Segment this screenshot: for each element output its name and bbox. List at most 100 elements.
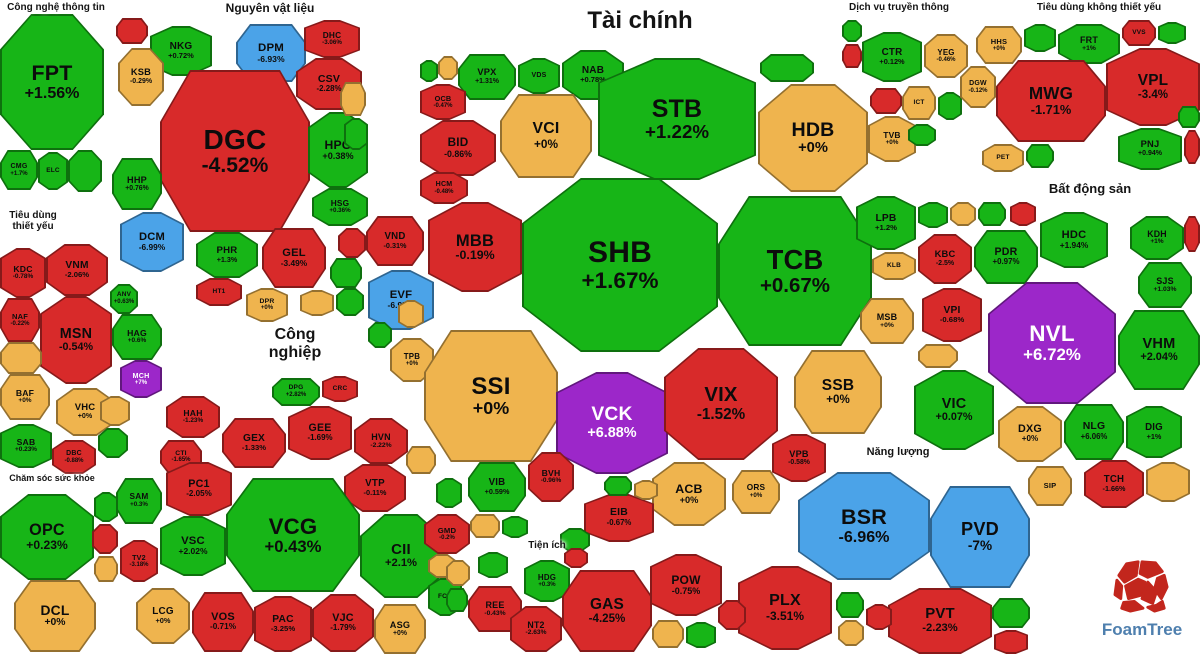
- cell-gex[interactable]: GEX -1.33%: [222, 418, 286, 468]
- cell-minor[interactable]: [98, 428, 128, 458]
- cell-minor[interactable]: [478, 552, 508, 578]
- cell-minor[interactable]: [438, 56, 458, 80]
- cell-minor[interactable]: [0, 342, 42, 374]
- cell-vds[interactable]: VDS: [518, 58, 560, 94]
- cell-minor[interactable]: [300, 290, 334, 316]
- cell-hhp[interactable]: HHP +0.76%: [112, 158, 162, 210]
- cell-minor[interactable]: [842, 44, 862, 68]
- cell-naf[interactable]: NAF -0.22%: [0, 298, 40, 342]
- cell-nt2[interactable]: NT2 -2.63%: [510, 606, 562, 652]
- cell-kbc[interactable]: KBC -2.5%: [918, 234, 972, 284]
- cell-minor[interactable]: [1024, 24, 1056, 52]
- foamtree-logo[interactable]: FoamTree: [1086, 544, 1198, 654]
- cell-vib[interactable]: VIB +0.59%: [468, 462, 526, 512]
- sector-label-dich-vu-truyen-thong[interactable]: Dịch vụ truyền thông: [849, 2, 949, 13]
- sector-label-tieu-dung-khong-thiet-yeu[interactable]: Tiêu dùng không thiết yếu: [1036, 2, 1162, 13]
- cell-nvl[interactable]: NVL +6.72%: [988, 282, 1116, 404]
- cell-vsc[interactable]: VSC +2.02%: [160, 516, 226, 576]
- cell-minor[interactable]: [1146, 462, 1190, 502]
- cell-pet[interactable]: PET: [982, 144, 1024, 172]
- cell-msb[interactable]: MSB +0%: [860, 298, 914, 344]
- cell-vnd[interactable]: VND -0.31%: [366, 216, 424, 266]
- cell-hdb[interactable]: HDB +0%: [758, 84, 868, 192]
- sector-label-cong-nghe-thong-tin[interactable]: Công nghệ thông tin: [7, 2, 105, 13]
- cell-pdr[interactable]: PDR +0.97%: [974, 230, 1038, 284]
- cell-pac[interactable]: PAC -3.25%: [254, 596, 312, 652]
- cell-cii[interactable]: CII +2.1%: [360, 514, 442, 598]
- cell-elc[interactable]: ELC: [38, 152, 68, 190]
- cell-gee[interactable]: GEE -1.69%: [288, 406, 352, 460]
- cell-ht1[interactable]: HT1: [196, 278, 242, 306]
- cell-minor[interactable]: [344, 118, 368, 150]
- sector-label-tien-ich[interactable]: Tiện ích: [528, 540, 566, 551]
- cell-vjc[interactable]: VJC -1.79%: [312, 594, 374, 652]
- cell-minor[interactable]: [978, 202, 1006, 226]
- cell-hdc[interactable]: HDC +1.94%: [1040, 212, 1108, 268]
- sector-label-tieu-dung-thiet-yeu[interactable]: Tiêu dùng thiết yếu: [9, 210, 57, 232]
- cell-minor[interactable]: [336, 288, 364, 316]
- cell-minor[interactable]: [92, 524, 118, 554]
- cell-crc[interactable]: CRC: [322, 376, 358, 402]
- cell-minor[interactable]: [992, 598, 1030, 628]
- cell-minor[interactable]: [718, 600, 746, 630]
- cell-dcl[interactable]: DCL +0%: [14, 580, 96, 652]
- cell-gel[interactable]: GEL -3.49%: [262, 228, 326, 288]
- cell-frt[interactable]: FRT +1%: [1058, 24, 1120, 64]
- cell-yeg[interactable]: YEG -0.46%: [924, 34, 968, 78]
- cell-dcm[interactable]: DCM -6.99%: [120, 212, 184, 272]
- cell-minor[interactable]: [950, 202, 976, 226]
- cell-plx[interactable]: PLX -3.51%: [738, 566, 832, 650]
- cell-minor[interactable]: [838, 620, 864, 646]
- cell-dpg[interactable]: DPG +2.82%: [272, 378, 320, 406]
- cell-vpb[interactable]: VPB -0.58%: [772, 434, 826, 482]
- cell-vpx[interactable]: VPX +1.31%: [458, 54, 516, 100]
- cell-mwg[interactable]: MWG -1.71%: [996, 60, 1106, 142]
- cell-bid[interactable]: BID -0.86%: [420, 120, 496, 176]
- cell-minor[interactable]: [116, 18, 148, 44]
- cell-minor[interactable]: [686, 622, 716, 648]
- cell-tcb[interactable]: TCB +0.67%: [718, 196, 872, 346]
- cell-vtp[interactable]: VTP -0.11%: [344, 464, 406, 512]
- cell-minor[interactable]: [994, 630, 1028, 654]
- cell-gas[interactable]: GAS -4.25%: [562, 570, 652, 652]
- cell-phr[interactable]: PHR +1.3%: [196, 232, 258, 278]
- cell-hhs[interactable]: HHS +0%: [976, 26, 1022, 64]
- cell-asg[interactable]: ASG +0%: [374, 604, 426, 654]
- cell-minor[interactable]: [918, 202, 948, 228]
- cell-minor[interactable]: [420, 60, 438, 82]
- cell-vic[interactable]: VIC +0.07%: [914, 370, 994, 450]
- cell-nlg[interactable]: NLG +6.06%: [1064, 404, 1124, 460]
- cell-minor[interactable]: [406, 446, 436, 474]
- cell-minor[interactable]: [100, 396, 130, 426]
- cell-minor[interactable]: [330, 258, 362, 288]
- cell-hag[interactable]: HAG +0.6%: [112, 314, 162, 360]
- cell-minor[interactable]: [870, 88, 902, 114]
- cell-lpb[interactable]: LPB +1.2%: [856, 196, 916, 250]
- cell-minor[interactable]: [866, 604, 892, 630]
- cell-vck[interactable]: VCK +6.88%: [556, 372, 668, 474]
- cell-vcg[interactable]: VCG +0.43%: [226, 478, 360, 592]
- cell-tv2[interactable]: TV2 -3.18%: [120, 540, 158, 582]
- cell-minor[interactable]: [760, 54, 814, 82]
- cell-hsg[interactable]: HSG +0.36%: [312, 188, 368, 226]
- cell-sab[interactable]: SAB +0.23%: [0, 424, 52, 468]
- cell-vnm[interactable]: VNM -2.06%: [46, 244, 108, 296]
- cell-minor[interactable]: [338, 228, 366, 258]
- cell-minor[interactable]: [1010, 202, 1036, 226]
- cell-dhc[interactable]: DHC -3.06%: [304, 20, 360, 58]
- cell-minor[interactable]: [652, 620, 684, 648]
- cell-pvt[interactable]: PVT -2.23%: [888, 588, 992, 654]
- cell-minor[interactable]: [836, 592, 864, 618]
- cell-gmd[interactable]: GMD -0.2%: [424, 514, 470, 554]
- cell-dgw[interactable]: DGW -0.12%: [960, 66, 996, 108]
- cell-ksb[interactable]: KSB -0.29%: [118, 48, 164, 106]
- cell-msn[interactable]: MSN -0.54%: [40, 296, 112, 384]
- cell-minor[interactable]: [68, 150, 102, 192]
- cell-vpi[interactable]: VPI -0.68%: [922, 288, 982, 342]
- cell-kdh[interactable]: KDH +1%: [1130, 216, 1184, 260]
- cell-ssb[interactable]: SSB +0%: [794, 350, 882, 434]
- cell-ssi[interactable]: SSI +0%: [424, 330, 558, 462]
- cell-minor[interactable]: [604, 476, 632, 496]
- cell-minor[interactable]: [634, 480, 658, 500]
- cell-acb[interactable]: ACB +0%: [652, 462, 726, 526]
